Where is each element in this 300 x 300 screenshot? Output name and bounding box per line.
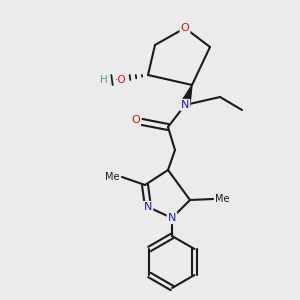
Text: O: O (181, 23, 189, 33)
Text: ·O: ·O (115, 75, 127, 85)
Text: N: N (168, 213, 176, 223)
Text: Me: Me (106, 172, 120, 182)
Polygon shape (180, 85, 192, 107)
Text: N: N (181, 100, 189, 110)
Text: N: N (144, 202, 152, 212)
Text: Me: Me (215, 194, 230, 204)
Text: H: H (100, 75, 108, 85)
Text: O: O (131, 115, 140, 125)
